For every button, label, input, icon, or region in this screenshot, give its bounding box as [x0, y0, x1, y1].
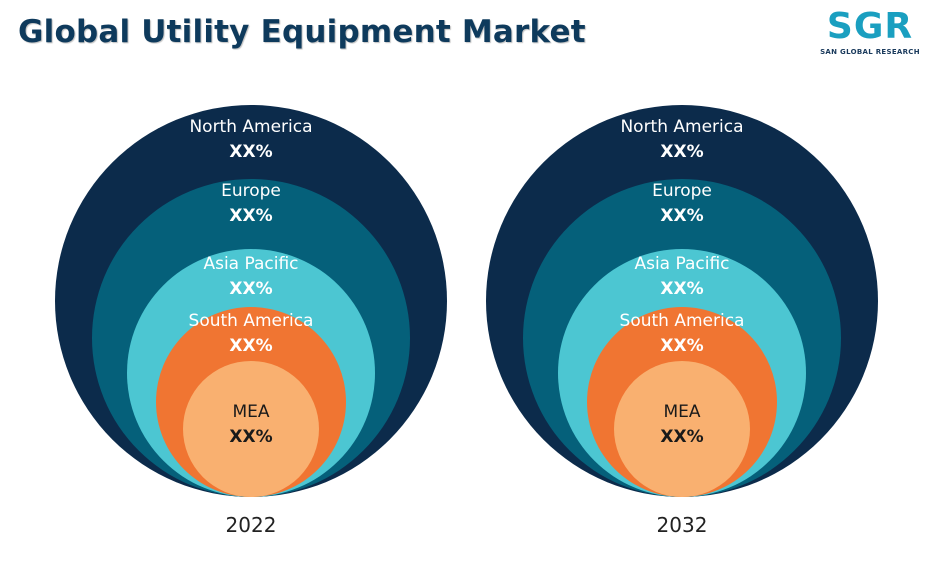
value-south-america: XX%: [660, 336, 703, 356]
logo-subtitle: SAN GLOBAL RESEARCH: [820, 48, 920, 56]
page-title: Global Utility Equipment Market: [18, 14, 586, 50]
label-europe: Europe: [652, 181, 712, 201]
label-north-america: North America: [620, 117, 743, 137]
label-mea: MEA: [663, 402, 700, 422]
value-europe: XX%: [660, 206, 703, 226]
label-north-america: North America: [189, 117, 312, 137]
value-asia-pacific: XX%: [229, 279, 272, 299]
label-asia-pacific: Asia Pacific: [634, 254, 729, 274]
year-label: 2032: [657, 513, 708, 537]
year-label: 2022: [226, 513, 277, 537]
diagram-2032: North America XX% Europe XX% Asia Pacific XX%…: [486, 105, 878, 537]
circle-mea: [183, 361, 319, 497]
logo-text: SGR: [826, 6, 914, 47]
label-south-america: South America: [189, 311, 314, 331]
value-north-america: XX%: [229, 142, 272, 162]
label-asia-pacific: Asia Pacific: [203, 254, 298, 274]
diagram-2022: North America XX% Europe XX% Asia Pacific XX%…: [55, 105, 447, 537]
value-south-america: XX%: [229, 336, 272, 356]
label-mea: MEA: [232, 402, 269, 422]
value-mea: XX%: [229, 427, 272, 447]
value-mea: XX%: [660, 427, 703, 447]
sgr-logo: SGR SAN GLOBAL RESEARCH: [820, 6, 920, 56]
value-asia-pacific: XX%: [660, 279, 703, 299]
value-north-america: XX%: [660, 142, 703, 162]
label-europe: Europe: [221, 181, 281, 201]
value-europe: XX%: [229, 206, 272, 226]
circle-mea: [614, 361, 750, 497]
label-south-america: South America: [620, 311, 745, 331]
